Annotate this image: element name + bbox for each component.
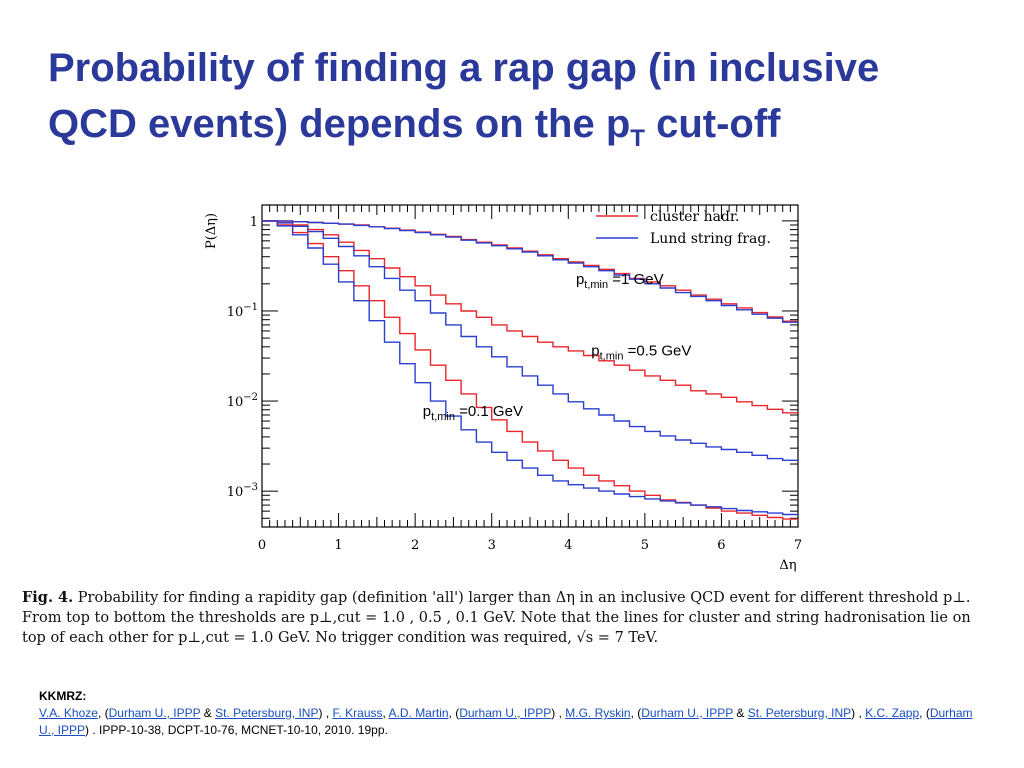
- credits-sep: , (: [97, 706, 109, 720]
- credits-sep: ,: [382, 706, 389, 720]
- legend-label-0: cluster hadr.: [650, 209, 740, 225]
- series-line-5: [262, 220, 798, 516]
- x-tick-label: 6: [717, 538, 725, 553]
- y-tick-labels: 1 10−1 10−2 10−3: [227, 215, 258, 500]
- credits-sep: ) ,: [851, 706, 866, 720]
- axis-ticks: [261, 205, 799, 528]
- title-subscript: T: [630, 125, 645, 152]
- y-tick-label: 10−2: [227, 392, 258, 410]
- x-tick-label: 5: [641, 538, 649, 553]
- affil-link-durham[interactable]: Durham U., IPPP: [459, 706, 552, 720]
- annotation-1: pt,min =0.5 GeV: [591, 343, 691, 363]
- affil-link-stpetersburg[interactable]: St. Petersburg, INP: [215, 706, 319, 720]
- author-link-zapp[interactable]: K.C. Zapp: [865, 706, 920, 720]
- title-line-2b: cut-off: [644, 102, 781, 146]
- x-tick-label: 0: [258, 538, 266, 553]
- x-tick-label: 1: [334, 538, 342, 553]
- affil-link-stpetersburg[interactable]: St. Petersburg, INP: [747, 706, 852, 720]
- affil-link-durham[interactable]: Durham U., IPPP: [39, 706, 973, 737]
- affil-link-durham[interactable]: Durham U., IPPP: [641, 706, 734, 720]
- x-tick-label: 4: [564, 538, 572, 553]
- author-link-martin[interactable]: A.D. Martin: [388, 706, 449, 720]
- credits-tail: ) . IPPP-10-38, DCPT-10-76, MCNET-10-10,…: [85, 723, 388, 737]
- series-lines: [262, 220, 798, 520]
- x-tick-label: 7: [794, 538, 802, 553]
- author-link-krauss[interactable]: F. Krauss: [332, 706, 383, 720]
- x-axis-label: Δη: [779, 558, 796, 573]
- x-tick-labels: 0 1 2 3 4 5 6 7: [258, 538, 802, 553]
- y-tick-label: 10−3: [227, 482, 258, 500]
- credits-heading: KKMRZ:: [39, 689, 87, 703]
- series-line-3: [262, 220, 798, 461]
- y-axis-label: P(Δη): [204, 213, 219, 249]
- rapidity-gap-chart: 0 1 2 3 4 5 6 7 1 10−1 10−2 10−3 P(Δη) Δη cluster …: [204, 204, 802, 573]
- figure-label: Fig. 4.: [22, 589, 74, 606]
- legend-label-1: Lund string frag.: [650, 231, 771, 247]
- series-line-2: [262, 220, 798, 414]
- credits-sep: ) ,: [318, 706, 333, 720]
- slide-title: Probability of finding a rap gap (in inc…: [48, 40, 1008, 167]
- y-tick-label: 10−1: [227, 302, 258, 320]
- y-tick-label: 1: [250, 215, 258, 230]
- series-line-4: [262, 220, 798, 520]
- plot-frame: [261, 204, 799, 528]
- series-line-1: [262, 220, 798, 323]
- annotations: pt,min =1 GeV pt,min =0.5 GeV pt,min =0.1 …: [423, 271, 692, 423]
- title-line-2a: QCD events) depends on the p: [48, 102, 631, 146]
- author-link-khoze[interactable]: V.A. Khoze: [39, 706, 98, 720]
- credits-sep: , (: [448, 706, 460, 720]
- affil-link-durham[interactable]: Durham U., IPPP: [108, 706, 201, 720]
- annotation-2: pt,min =0.1 GeV: [423, 403, 523, 423]
- x-tick-label: 3: [488, 538, 496, 553]
- figure-caption: Fig. 4. Probability for finding a rapidi…: [22, 588, 997, 648]
- credits-sep: , (: [919, 706, 930, 720]
- credits-sep: , (: [630, 706, 642, 720]
- x-tick-label: 2: [411, 538, 419, 553]
- annotation-0: pt,min =1 GeV: [576, 271, 664, 291]
- credits-sep: ) ,: [551, 706, 566, 720]
- legend: cluster hadr. Lund string frag.: [596, 209, 771, 247]
- title-line-1: Probability of finding a rap gap (in inc…: [48, 46, 880, 90]
- credits: KKMRZ: V.A. Khoze, (Durham U., IPPP & St…: [39, 688, 989, 739]
- caption-text: Probability for finding a rapidity gap (…: [22, 590, 971, 646]
- author-link-ryskin[interactable]: M.G. Ryskin: [565, 706, 631, 720]
- credits-sep: &: [733, 706, 748, 720]
- credits-sep: &: [200, 706, 216, 720]
